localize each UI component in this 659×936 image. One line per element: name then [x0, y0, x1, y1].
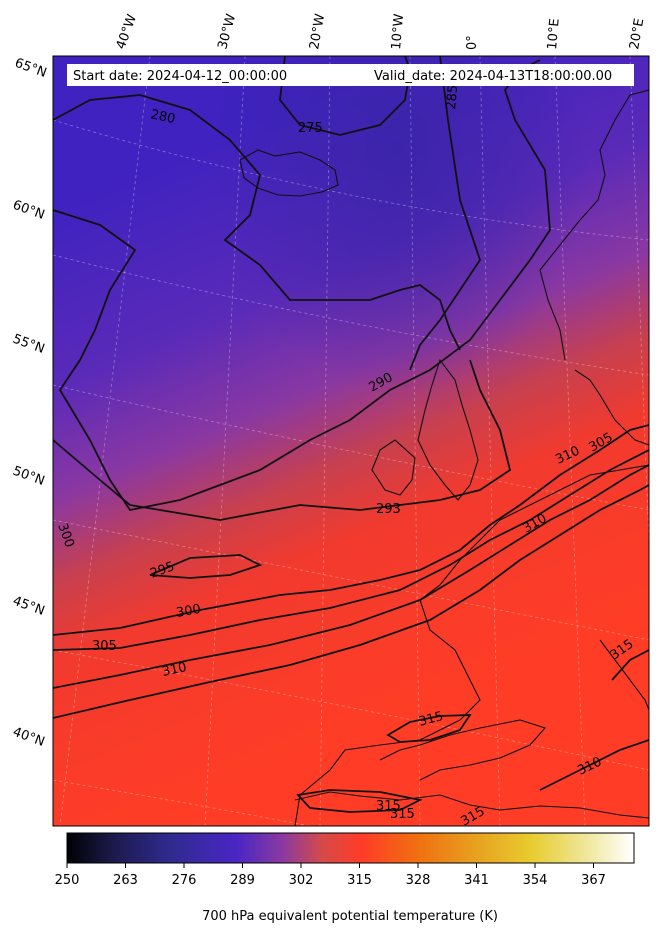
lat-label: 45°N: [11, 594, 47, 619]
colorbar-ticks: 250 263 276 289 302 315 328 341 354 367: [55, 863, 606, 888]
colorbar-gradient: [66, 832, 635, 864]
contour-293: [53, 359, 512, 521]
contour-label: 293: [376, 502, 401, 517]
colorbar-tick-label: 289: [230, 873, 255, 888]
longitude-labels: 40°W 30°W 20°W 10°W 0° 10°E 20°E: [114, 12, 648, 51]
italy-coast: [599, 639, 649, 711]
contour-label: 315: [417, 709, 445, 730]
lat-label: 50°N: [11, 464, 47, 489]
contour-305: [53, 449, 649, 651]
colorbar-tick-label: 263: [113, 873, 138, 888]
colorbar: 250 263 276 289 302 315 328 341 354 367 700 hPa e…: [55, 832, 635, 924]
contour-310: [53, 464, 649, 689]
contour-290: [53, 59, 551, 512]
contour-310-south: [539, 739, 649, 791]
map-panel: 280 275 285 290 293 300 295 300 305 310 …: [53, 56, 649, 826]
africa-coast: [294, 791, 649, 819]
info-header-box: [67, 64, 634, 86]
colorbar-tick-label: 328: [406, 873, 431, 888]
contour-295-loop: [149, 554, 263, 579]
contour-280: [53, 94, 461, 351]
start-date-text: Start date: 2024-04-12_00:00:00: [73, 69, 287, 84]
lon-label: 0°: [465, 35, 480, 50]
scandinavia-coast: [539, 89, 649, 446]
lon-label: 40°W: [114, 12, 140, 51]
colorbar-label: 700 hPa equivalent potential temperature…: [202, 909, 498, 924]
contour-label: 275: [298, 121, 323, 136]
colorbar-tick-label: 276: [172, 873, 197, 888]
lat-label: 65°N: [13, 56, 49, 81]
contour-315-c: [611, 649, 649, 681]
lon-label: 10°W: [389, 13, 407, 50]
contour-label: 300: [175, 602, 202, 621]
lon-label: 20°W: [307, 13, 328, 51]
colorbar-tick-label: 367: [581, 873, 606, 888]
contours: [53, 56, 649, 813]
lat-label: 60°N: [11, 198, 47, 223]
contour-label: 285: [444, 84, 461, 110]
lon-label: 20°E: [627, 17, 647, 50]
contour-label: 305: [92, 639, 117, 654]
contour-285: [409, 56, 481, 371]
britain-coast: [417, 358, 479, 501]
cold-core-shading: [53, 56, 649, 826]
lat-label: 55°N: [11, 332, 47, 357]
contour-label: 280: [149, 107, 176, 127]
colorbar-tick-label: 315: [347, 873, 372, 888]
map-border: [52, 55, 650, 827]
contour-300: [53, 424, 649, 636]
contour-315-a: [386, 714, 472, 743]
colorbar-tick-label: 250: [55, 873, 80, 888]
colorbar-tick-label: 302: [289, 873, 314, 888]
colorbar-tick-label: 354: [523, 873, 548, 888]
contour-315-b: [296, 789, 423, 813]
coastlines: [239, 89, 649, 826]
valid-date-text: Valid_date: 2024-04-13T18:00:00.00: [374, 69, 612, 84]
iceland-coast: [239, 149, 339, 197]
mediterranean-coast: [379, 719, 546, 781]
contour-310-b: [53, 484, 649, 719]
contour-label-group: 280 275 285 290 293 300 295 300 305 310 …: [54, 84, 636, 826]
graticule: [53, 56, 649, 826]
contour-label: 315: [376, 799, 401, 814]
lat-label: 40°N: [11, 725, 47, 750]
colorbar-tick-label: 341: [464, 873, 489, 888]
ireland-coast: [371, 439, 416, 496]
contour-label: 310: [161, 660, 188, 680]
lon-label: 30°W: [215, 12, 239, 51]
latitude-labels: 65°N 60°N 55°N 50°N 45°N 40°N: [11, 56, 49, 750]
contour-label: 315: [390, 807, 415, 822]
lon-label: 10°E: [545, 18, 563, 50]
